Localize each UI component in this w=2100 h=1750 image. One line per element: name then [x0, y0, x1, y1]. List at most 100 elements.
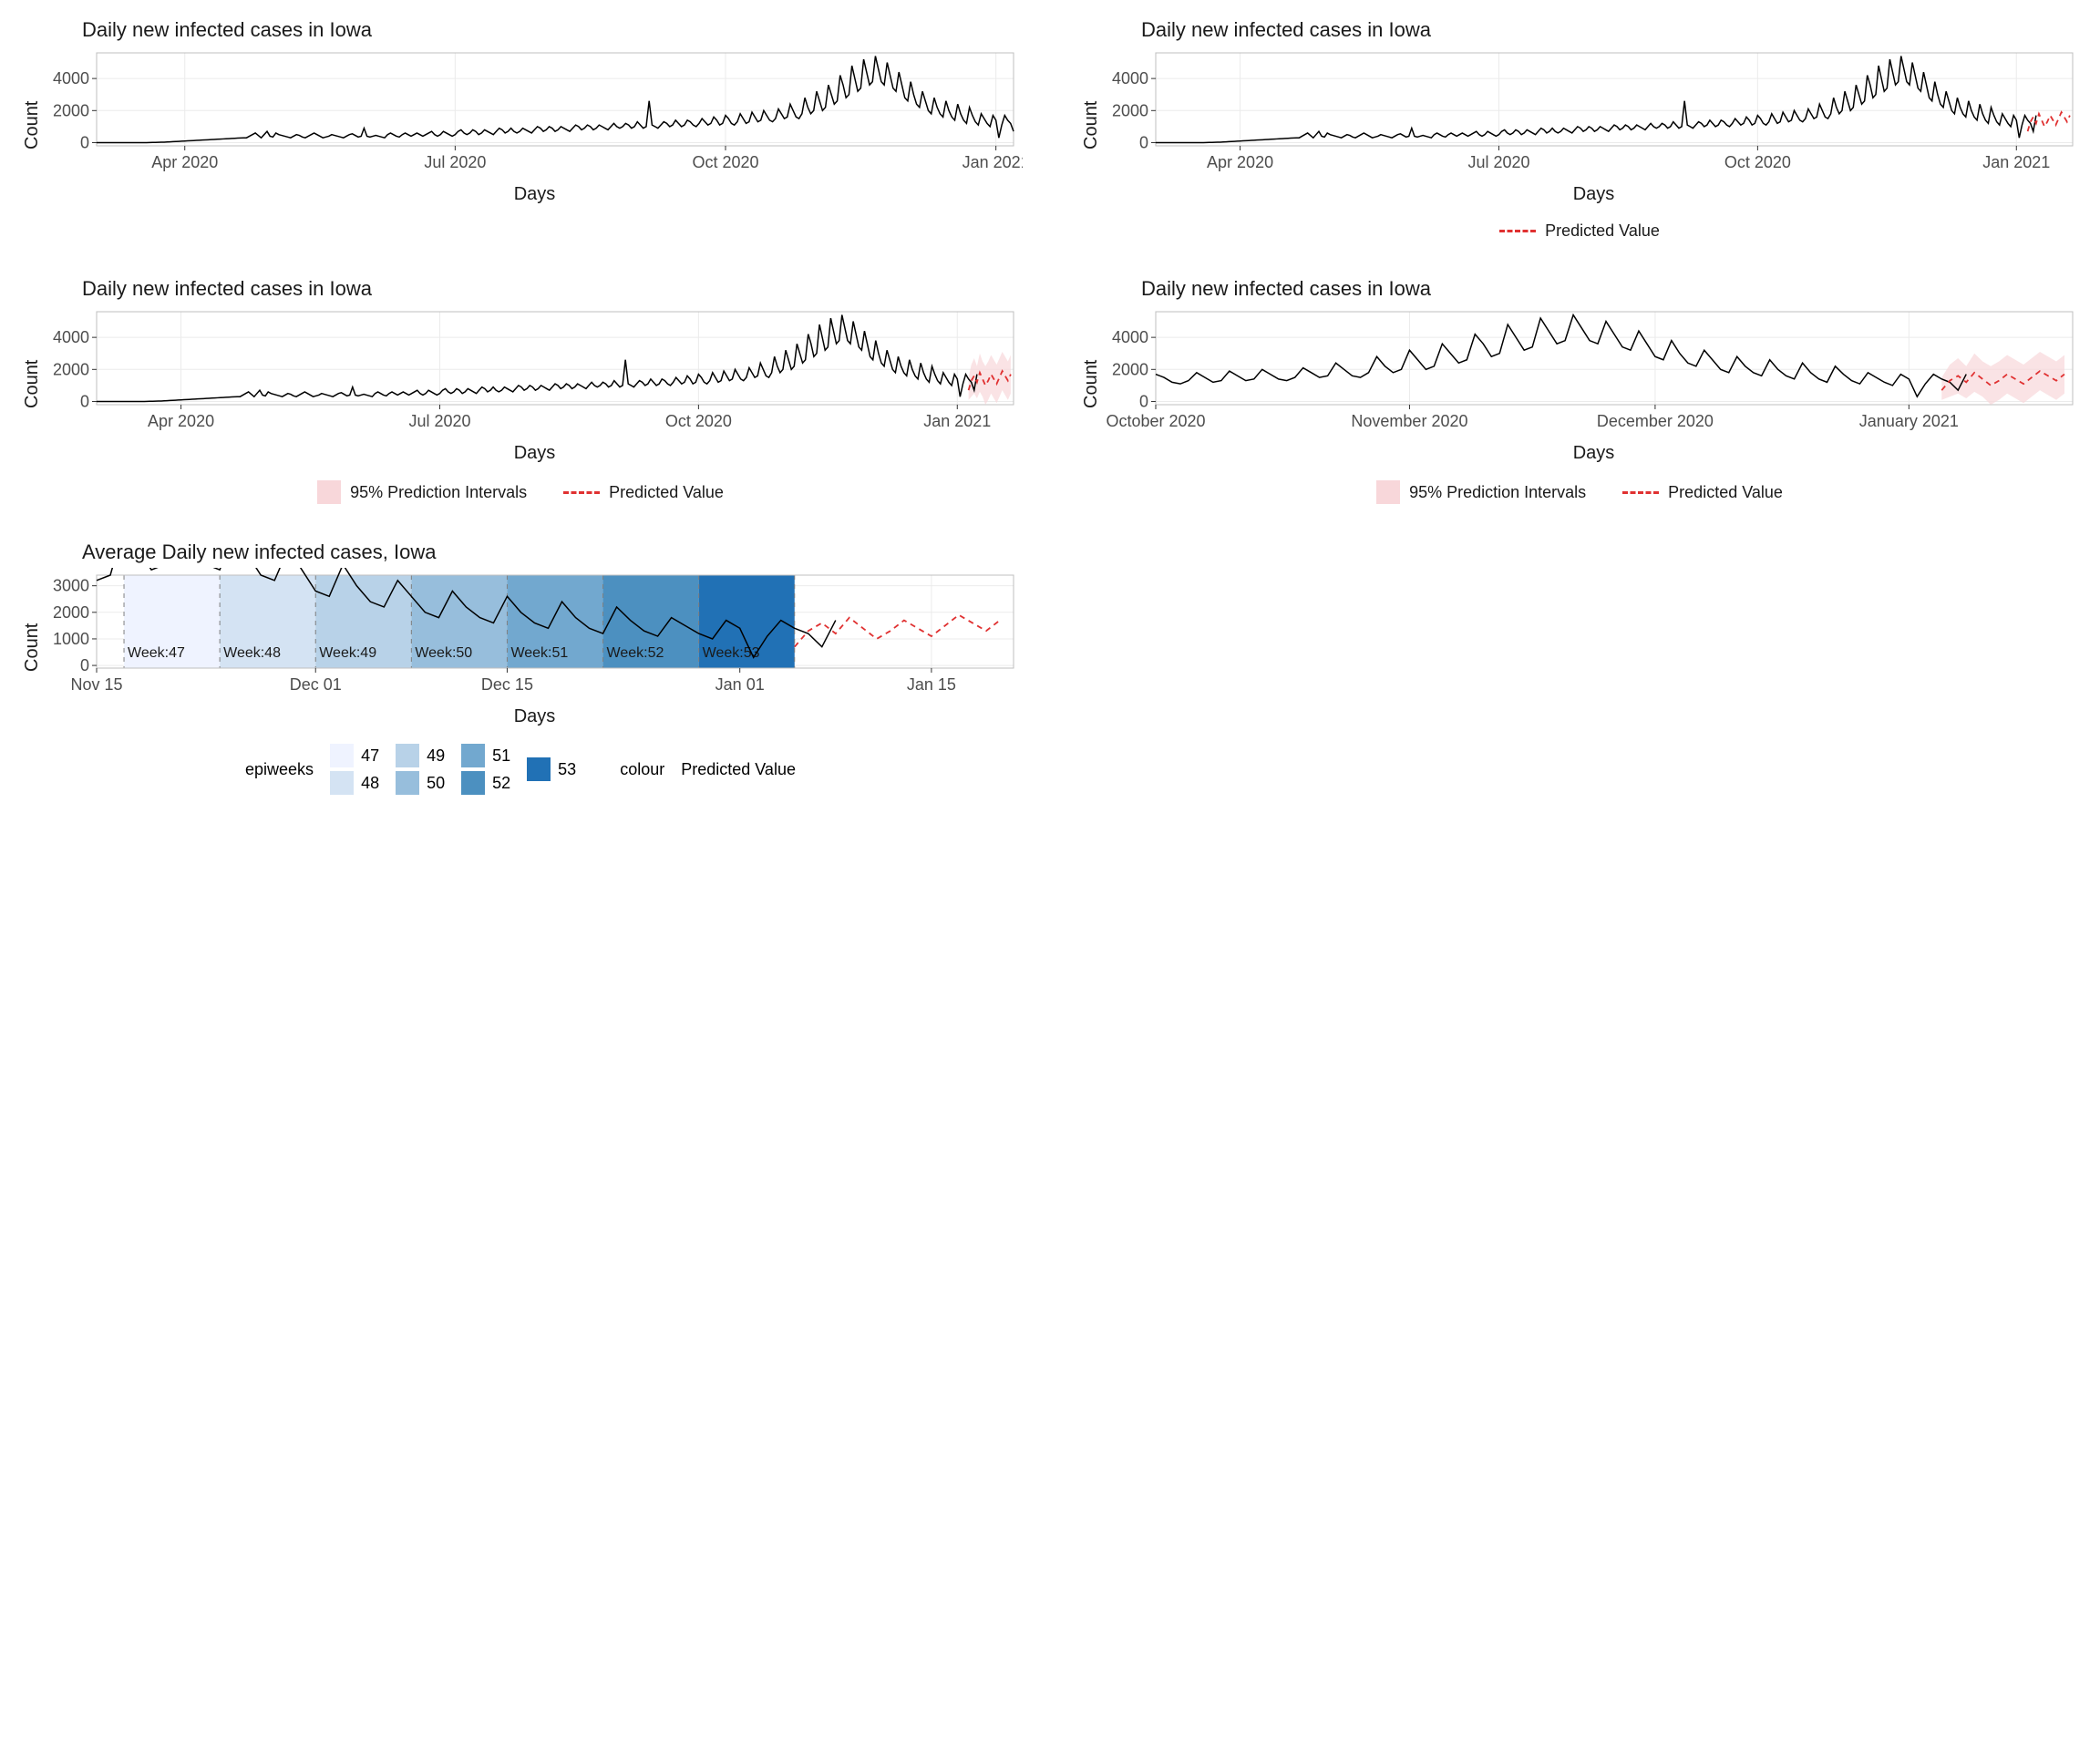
svg-text:0: 0	[80, 133, 89, 151]
svg-text:January 2021: January 2021	[1859, 412, 1959, 430]
legend: Predicted Value	[1077, 221, 2082, 241]
svg-text:Week:47: Week:47	[128, 645, 185, 661]
svg-text:Jan 01: Jan 01	[715, 675, 765, 694]
charts-grid: Daily new infected cases in Iowa Count 0…	[18, 18, 2082, 795]
x-axis-label: Days	[46, 184, 1023, 205]
plot-area-5: Week:47 Week:48 Week:49 Week:50 Week:51 Week:…	[46, 568, 1023, 705]
svg-text:3000: 3000	[53, 577, 89, 595]
legend-label: 95% Prediction Intervals	[350, 483, 527, 502]
epiweek-swatch	[396, 771, 419, 795]
svg-text:Oct 2020: Oct 2020	[665, 412, 732, 430]
svg-text:0: 0	[80, 392, 89, 410]
svg-text:Jul 2020: Jul 2020	[1467, 153, 1529, 171]
svg-text:2000: 2000	[53, 603, 89, 622]
epiweek-swatch	[330, 744, 354, 767]
y-axis-label: Count	[18, 568, 46, 727]
chart-title: Daily new infected cases in Iowa	[1141, 18, 2082, 42]
svg-text:Dec 15: Dec 15	[481, 675, 533, 694]
svg-text:November 2020: November 2020	[1351, 412, 1467, 430]
legend-item: Predicted Value	[1622, 483, 1783, 502]
chart-title: Daily new infected cases in Iowa	[82, 277, 1023, 301]
svg-text:December 2020: December 2020	[1597, 412, 1714, 430]
epiweek-num: 53	[558, 760, 576, 779]
legend-label: Predicted Value	[1668, 483, 1783, 502]
epiweek-num: 51	[492, 746, 510, 766]
svg-text:Apr 2020: Apr 2020	[151, 153, 218, 171]
panel-3: Daily new infected cases in Iowa Count 0…	[18, 277, 1023, 504]
y-axis-label: Count	[1077, 46, 1106, 205]
svg-text:0: 0	[80, 656, 89, 674]
svg-text:0: 0	[1139, 133, 1148, 151]
legend-label: Predicted Value	[609, 483, 724, 502]
svg-text:Week:51: Week:51	[510, 645, 568, 661]
epiweek-num: 47	[361, 746, 379, 766]
epiweek-swatch	[461, 771, 485, 795]
svg-text:Jul 2020: Jul 2020	[424, 153, 486, 171]
y-axis-label: Count	[18, 46, 46, 205]
plot-area-3: 020004000Apr 2020Jul 2020Oct 2020Jan 202…	[46, 304, 1023, 441]
legend-col: 4748	[330, 744, 379, 795]
svg-text:Week:49: Week:49	[319, 645, 376, 661]
svg-text:4000: 4000	[53, 328, 89, 346]
svg-text:2000: 2000	[53, 101, 89, 119]
svg-text:1000: 1000	[53, 630, 89, 648]
panel-2: Daily new infected cases in Iowa Count 0…	[1077, 18, 2082, 241]
epiweeks-label: epiweeks	[245, 760, 314, 779]
plot-area-4: 0 2000 4000 October 2020 November 2020 Decemb…	[1106, 304, 2082, 441]
svg-text:Jul 2020: Jul 2020	[408, 412, 470, 430]
chart-title: Daily new infected cases in Iowa	[82, 18, 1023, 42]
epiweek-swatch	[396, 744, 419, 767]
legend-col: 53	[527, 757, 576, 781]
svg-text:October 2020: October 2020	[1106, 412, 1205, 430]
y-axis-label: Count	[18, 304, 46, 464]
svg-text:Jan 2021: Jan 2021	[923, 412, 991, 430]
legend-item: 95% Prediction Intervals	[1376, 480, 1586, 504]
svg-text:Apr 2020: Apr 2020	[1207, 153, 1273, 171]
epiweek-num: 50	[427, 774, 445, 793]
svg-text:2000: 2000	[1112, 360, 1148, 378]
svg-text:Nov 15: Nov 15	[70, 675, 122, 694]
legend-label: Predicted Value	[1545, 221, 1660, 241]
panel-1: Daily new infected cases in Iowa Count 0…	[18, 18, 1023, 241]
svg-text:Oct 2020: Oct 2020	[1724, 153, 1791, 171]
epiweek-swatch	[527, 757, 551, 781]
svg-text:Jan 2021: Jan 2021	[1982, 153, 2050, 171]
legend-col: 4950	[396, 744, 445, 795]
epiweek-num: 49	[427, 746, 445, 766]
y-axis-label: Count	[1077, 304, 1106, 464]
epiweek-num: 48	[361, 774, 379, 793]
legend: 95% Prediction Intervals Predicted Value	[1077, 480, 2082, 504]
plot-area-1: 0 2000 4000 Apr 2020 Jul 2020 Oct 2020 Jan 202…	[46, 46, 1023, 182]
legend-col: 5152	[461, 744, 510, 795]
svg-text:Week:52: Week:52	[607, 645, 664, 661]
plot-area-2: 0 2000 4000 Apr 2020 Jul 2020 Oct 2020 Jan 202…	[1106, 46, 2082, 182]
chart-title: Daily new infected cases in Iowa	[1141, 277, 2082, 301]
epiweek-num: 52	[492, 774, 510, 793]
svg-text:Dec 01: Dec 01	[290, 675, 342, 694]
legend-item: Predicted Value	[1499, 221, 1660, 241]
panel-5: Average Daily new infected cases, Iowa C…	[18, 540, 1023, 795]
svg-text:4000: 4000	[1112, 328, 1148, 346]
svg-text:Jan 2021: Jan 2021	[962, 153, 1023, 171]
legend: 95% Prediction Intervals Predicted Value	[18, 480, 1023, 504]
legend-item: Predicted Value	[563, 483, 724, 502]
svg-text:0: 0	[1139, 392, 1148, 410]
svg-text:Oct 2020: Oct 2020	[692, 153, 758, 171]
colour-label: colour	[620, 760, 664, 779]
chart-title: Average Daily new infected cases, Iowa	[82, 540, 1023, 564]
svg-text:4000: 4000	[1112, 69, 1148, 88]
x-axis-label: Days	[1106, 443, 2082, 464]
epiweek-swatch	[461, 744, 485, 767]
legend-label: 95% Prediction Intervals	[1409, 483, 1586, 502]
x-axis-label: Days	[1106, 184, 2082, 205]
legend: epiweeks47484950515253colourPredicted Va…	[18, 744, 1023, 795]
legend-item: 95% Prediction Intervals	[317, 480, 527, 504]
panel-4: Daily new infected cases in Iowa Count 0…	[1077, 277, 2082, 504]
x-axis-label: Days	[46, 706, 1023, 727]
svg-text:4000: 4000	[53, 69, 89, 88]
svg-text:Week:48: Week:48	[223, 645, 281, 661]
svg-text:Apr 2020: Apr 2020	[148, 412, 214, 430]
legend-item: Predicted Value	[681, 760, 796, 779]
svg-text:2000: 2000	[1112, 101, 1148, 119]
svg-text:Week:50: Week:50	[415, 645, 472, 661]
